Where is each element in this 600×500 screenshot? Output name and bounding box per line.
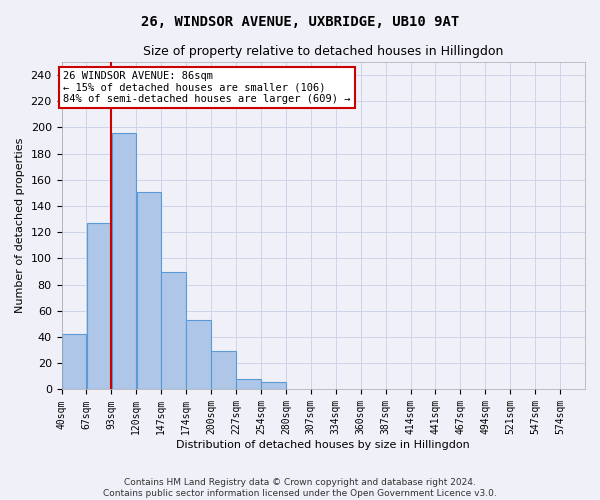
X-axis label: Distribution of detached houses by size in Hillingdon: Distribution of detached houses by size … xyxy=(176,440,470,450)
Bar xyxy=(261,382,286,390)
Text: 26 WINDSOR AVENUE: 86sqm
← 15% of detached houses are smaller (106)
84% of semi-: 26 WINDSOR AVENUE: 86sqm ← 15% of detach… xyxy=(64,71,351,104)
Bar xyxy=(112,132,136,390)
Title: Size of property relative to detached houses in Hillingdon: Size of property relative to detached ho… xyxy=(143,45,503,58)
Text: Contains HM Land Registry data © Crown copyright and database right 2024.
Contai: Contains HM Land Registry data © Crown c… xyxy=(103,478,497,498)
Text: 26, WINDSOR AVENUE, UXBRIDGE, UB10 9AT: 26, WINDSOR AVENUE, UXBRIDGE, UB10 9AT xyxy=(141,15,459,29)
Bar xyxy=(137,192,161,390)
Bar xyxy=(86,223,111,390)
Bar xyxy=(236,379,261,390)
Bar xyxy=(211,352,236,390)
Bar xyxy=(161,272,186,390)
Bar xyxy=(187,320,211,390)
Bar xyxy=(62,334,86,390)
Y-axis label: Number of detached properties: Number of detached properties xyxy=(15,138,25,314)
